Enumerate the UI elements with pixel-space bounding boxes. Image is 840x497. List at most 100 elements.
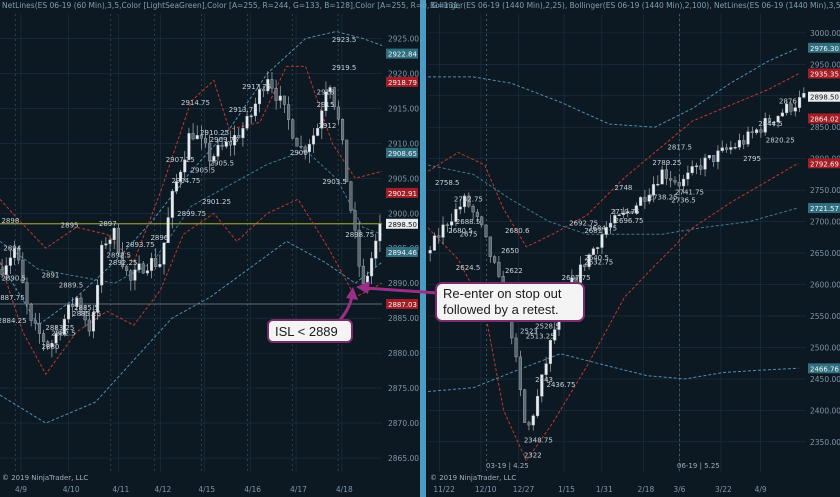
right-price-labels: 2876 2844.5 2820.25 2817.5 2795 2789.25 2748 27…	[435, 97, 797, 459]
left-price-tick: 2880.00	[388, 349, 419, 358]
right-price-label: 2758.5	[435, 179, 460, 187]
right-candlesticks	[428, 87, 806, 431]
right-candle-body	[785, 103, 789, 114]
left-price-badge-label: 2902.91	[388, 190, 417, 198]
isl-arrow-head	[346, 287, 358, 300]
right-candle-body	[772, 121, 776, 124]
left-candle-body	[0, 269, 4, 275]
left-candle-body	[266, 79, 270, 92]
right-candle-body	[651, 184, 656, 196]
right-price-label: 2817.5	[667, 143, 692, 151]
right-price-label: 2322	[524, 452, 542, 460]
left-candle-body	[33, 320, 37, 324]
left-candle-body	[320, 110, 324, 129]
left-price-label: 2892.25	[108, 259, 137, 267]
left-band-1	[0, 240, 383, 424]
right-price-badge-label: 2898.50	[810, 94, 839, 102]
left-price-label: 2894	[3, 244, 21, 252]
left-candle-body	[162, 242, 166, 265]
left-candle-body	[145, 270, 149, 274]
right-price-tick: 2650.00	[810, 249, 840, 258]
left-candle-body	[71, 304, 75, 307]
panel-divider[interactable]	[420, 0, 426, 497]
left-candle-body	[287, 104, 291, 120]
left-candle-body	[129, 270, 133, 281]
right-candle-body	[716, 150, 720, 162]
left-price-badge	[386, 76, 418, 87]
left-price-badge-label: 2922.84	[388, 51, 417, 59]
left-candle-body	[241, 128, 245, 139]
right-price-tick: 2750.00	[810, 186, 840, 195]
right-candle-body	[591, 248, 595, 255]
left-candle-body	[336, 106, 340, 120]
right-candle-body	[531, 415, 535, 426]
left-date-tick: 4/18	[336, 485, 353, 494]
right-candle-body	[493, 256, 497, 263]
left-price-tick: 2875.00	[388, 384, 419, 393]
right-candle-body	[763, 118, 767, 133]
right-candle-body	[527, 422, 531, 426]
left-price-label: 2914.75	[181, 99, 210, 107]
left-grid	[0, 14, 382, 472]
left-price-tick: 2910.00	[388, 139, 419, 148]
right-price-badge	[808, 158, 840, 169]
left-candle-body	[349, 181, 353, 211]
left-price-tick: 2905.00	[388, 174, 419, 183]
right-candle-body	[682, 178, 686, 187]
left-candle-body	[116, 227, 120, 254]
left-price-label: 2906	[290, 149, 308, 157]
left-candle-body	[270, 79, 274, 89]
left-candle-body	[37, 323, 41, 334]
right-candle-body	[613, 215, 617, 224]
left-candle-body	[307, 144, 311, 153]
left-price-label: 2918	[317, 88, 335, 96]
left-candle-body	[158, 264, 162, 267]
left-candle-body	[370, 258, 374, 277]
right-price-label: 2688.5	[456, 218, 481, 226]
right-candle-body	[690, 166, 694, 174]
left-candle-body	[154, 257, 158, 267]
left-candle-body	[212, 156, 216, 162]
callout-arrow-head	[356, 281, 370, 294]
right-candle-body	[441, 224, 445, 238]
right-date-tick: 2/18	[637, 485, 654, 494]
right-price-label: 2436.75	[547, 381, 576, 389]
left-price-label: 2893.75	[126, 241, 155, 249]
right-price-badge-label: 2721.57	[810, 205, 839, 213]
right-price-label: 2622	[505, 267, 523, 275]
right-price-label: 2876	[779, 97, 797, 105]
left-candle-body	[104, 243, 108, 246]
left-price-label: 2901.25	[202, 198, 231, 206]
left-price-label: 2912	[319, 122, 337, 130]
left-price-label: 2890.5	[1, 274, 26, 282]
left-candle-body	[245, 116, 249, 129]
right-candle-body	[742, 140, 746, 145]
right-candle-body	[703, 157, 707, 170]
right-candle-body	[767, 118, 772, 123]
left-price-label: 2892.5	[107, 251, 132, 259]
right-candle-body	[621, 212, 626, 215]
right-candle-body	[712, 155, 716, 162]
left-candle-body	[216, 144, 220, 157]
callout-line-2: followed by a retest.	[443, 302, 559, 317]
right-price-tick: 2500.00	[810, 343, 840, 352]
right-candle-body	[699, 165, 703, 170]
left-candle-body	[324, 91, 328, 111]
left-price-label: 2910.25	[200, 129, 229, 137]
left-candle-body	[303, 146, 307, 153]
left-candle-body	[29, 303, 33, 321]
callout-box	[435, 282, 585, 322]
left-candle-body	[316, 128, 320, 136]
left-candle-body	[224, 141, 228, 147]
left-candle-body	[295, 138, 299, 147]
right-candle-body	[664, 169, 668, 179]
left-price-badge	[386, 147, 418, 158]
right-price-badge-label: 2466.76	[810, 365, 839, 373]
left-price-badge	[386, 218, 418, 229]
left-price-label: 2897	[99, 220, 117, 228]
right-price-tick: 3000.00	[810, 29, 840, 38]
left-candle-body	[332, 87, 336, 108]
left-price-label: 2923.5	[332, 36, 357, 44]
left-price-label: 2898.75	[345, 231, 374, 239]
left-price-tick: 2885.00	[388, 314, 419, 323]
